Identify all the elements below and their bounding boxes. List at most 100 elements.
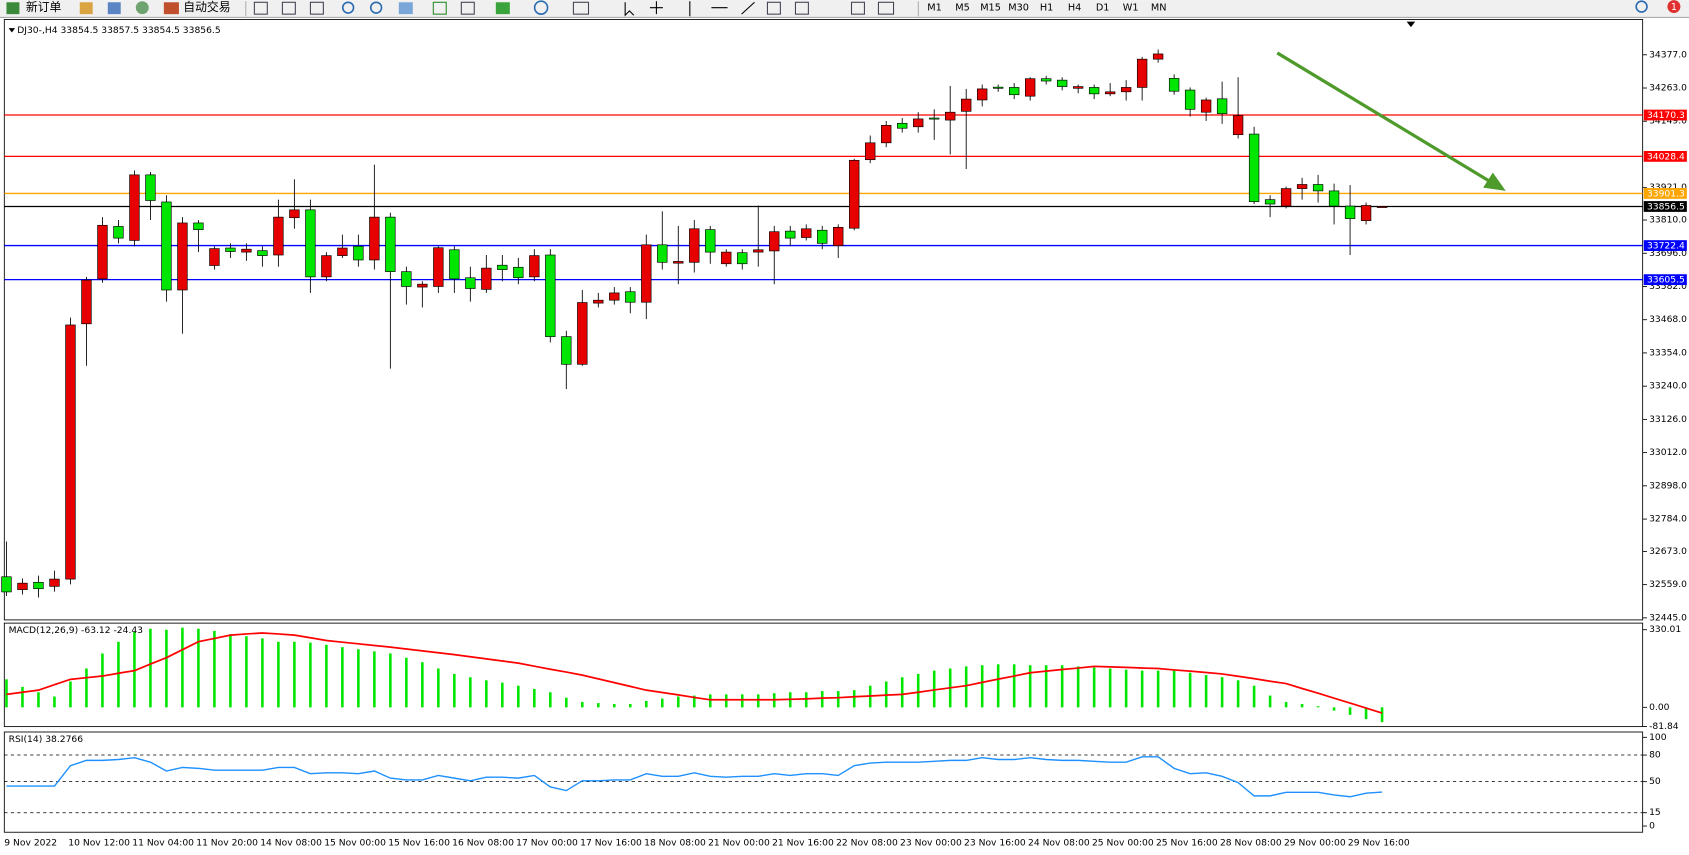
candle-body: [1168, 78, 1180, 92]
y-tick-label: 330.01: [1649, 624, 1681, 635]
x-tick-label: 21 Nov 16:00: [772, 838, 834, 849]
y-tick-label: 50: [1649, 776, 1661, 787]
candle-body: [753, 249, 764, 253]
toolbar-icon[interactable]: [495, 2, 510, 15]
candle-body: [1296, 184, 1308, 189]
toolbar-icon[interactable]: [766, 1, 781, 15]
zoom-in-icon[interactable]: [341, 1, 355, 14]
toolbar-icon[interactable]: [572, 1, 590, 15]
timeframe-button[interactable]: D1: [1096, 3, 1110, 14]
x-tick-label: 15 Nov 00:00: [324, 838, 386, 849]
candle-body: [33, 581, 44, 590]
candle-body: [929, 117, 940, 120]
price-level-label: 33856.5: [1647, 202, 1685, 213]
candle-body: [369, 216, 380, 261]
candle-body: [97, 224, 108, 280]
toolbar-icon[interactable]: [309, 1, 324, 15]
candle-body: [1264, 199, 1276, 205]
trendline-icon[interactable]: [741, 1, 755, 15]
candle-body: [673, 261, 684, 264]
timeframe-button[interactable]: M15: [980, 3, 1001, 14]
candle-body: [113, 226, 124, 239]
x-tick-label: 18 Nov 08:00: [644, 838, 706, 849]
candle-body: [1056, 79, 1068, 87]
notification-count: 1: [1671, 2, 1677, 13]
x-tick-label: 15 Nov 16:00: [388, 838, 450, 849]
auto-trading-icon[interactable]: [163, 2, 179, 15]
toolbar-icon[interactable]: [281, 1, 296, 15]
candle-body: [273, 216, 284, 256]
toolbar-icon[interactable]: [398, 2, 413, 15]
arrow-shaft: [1276, 51, 1491, 183]
price-level-tag: [1643, 109, 1687, 121]
arrow-head: [1483, 172, 1506, 191]
candle-body: [417, 283, 428, 288]
y-tick-label: 33696.0: [1649, 248, 1687, 259]
y-tick-label: 15: [1649, 807, 1661, 818]
toolbar-icon[interactable]: [432, 1, 447, 15]
search-icon[interactable]: [1635, 0, 1648, 13]
candle-body: [161, 201, 172, 291]
y-tick-label: 34377.0: [1649, 49, 1687, 60]
new-order-button[interactable]: 新订单: [26, 0, 62, 14]
candle-body: [1136, 58, 1148, 88]
candle-body: [1120, 87, 1132, 93]
price-level-tag: [1643, 151, 1687, 162]
y-tick-label: 32559.0: [1649, 579, 1687, 590]
x-tick-label: 29 Nov 00:00: [1284, 838, 1346, 849]
x-tick-label: 23 Nov 00:00: [900, 838, 962, 849]
crosshair-icon[interactable]: [649, 1, 663, 15]
x-tick-label: 25 Nov 00:00: [1092, 838, 1154, 849]
candle-body: [865, 142, 876, 161]
toolbar-icon[interactable]: [135, 1, 149, 15]
auto-trading-button[interactable]: 自动交易: [183, 0, 230, 14]
toolbar-icon[interactable]: [794, 1, 809, 15]
price-level-label: 34170.3: [1647, 110, 1685, 121]
candle-body: [913, 118, 924, 128]
timeframe-button[interactable]: H1: [1040, 3, 1053, 14]
candle-body: [945, 111, 956, 121]
y-tick-label: 33810.0: [1649, 215, 1687, 226]
timeframe-button[interactable]: W1: [1123, 3, 1139, 14]
new-order-icon[interactable]: [6, 2, 20, 15]
toolbar-icon[interactable]: [460, 1, 475, 15]
toolbar-icon[interactable]: [533, 0, 549, 15]
candle-body: [81, 279, 92, 325]
toolbar-icon[interactable]: [253, 1, 268, 15]
cursor-icon[interactable]: [624, 2, 635, 17]
toolbar-icon[interactable]: [79, 2, 93, 15]
zoom-out-icon[interactable]: [369, 1, 383, 14]
price-level-tag: [1643, 188, 1687, 199]
candle-body: [769, 231, 780, 252]
panel-title: MACD(12,26,9) -63.12 -24.43: [9, 625, 144, 636]
timeframe-button[interactable]: M30: [1008, 3, 1029, 14]
price-level-label: 34028.4: [1647, 151, 1685, 162]
timeframe-button[interactable]: H4: [1068, 3, 1081, 14]
price-level-label: 33722.4: [1647, 241, 1685, 252]
notification-badge[interactable]: [1667, 0, 1681, 14]
toolbar-icon[interactable]: [850, 1, 865, 15]
candle-body: [1184, 89, 1196, 110]
candle-body: [689, 228, 700, 263]
signal-line: [6, 632, 1383, 714]
timeframe-button[interactable]: MN: [1151, 3, 1167, 14]
timeframe-button[interactable]: M1: [927, 3, 942, 14]
timeframe-button[interactable]: M5: [955, 3, 970, 14]
candle-body: [305, 209, 316, 278]
candle-body: [209, 248, 220, 266]
candle-body: [529, 255, 540, 278]
candle-body: [1280, 188, 1292, 207]
x-tick-label: 17 Nov 00:00: [516, 838, 578, 849]
x-tick-label: 21 Nov 00:00: [708, 838, 770, 849]
candle-body: [897, 122, 908, 129]
candle-body: [1009, 87, 1020, 96]
x-tick-label: 25 Nov 16:00: [1156, 838, 1218, 849]
toolbar-icon[interactable]: [877, 1, 895, 15]
toolbar-icon[interactable]: [107, 2, 121, 15]
candle-body: [881, 125, 892, 144]
y-tick-label: 32784.0: [1649, 514, 1687, 525]
candle-body: [353, 245, 364, 261]
candle-body: [481, 267, 492, 290]
candle-body: [561, 336, 572, 365]
candle-body: [449, 249, 460, 280]
